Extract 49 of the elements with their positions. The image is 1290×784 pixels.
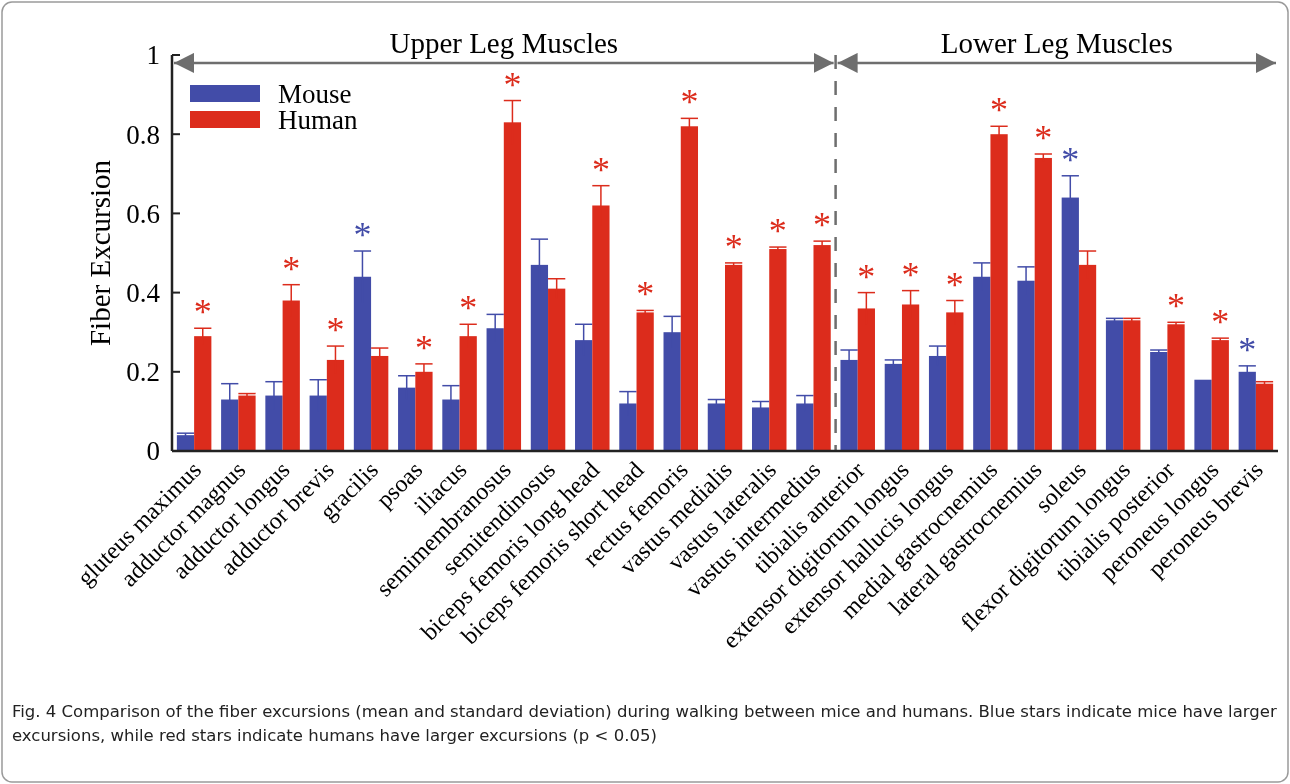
annotation: * — [282, 248, 301, 289]
annotation: * — [353, 215, 372, 256]
bar — [707, 403, 725, 451]
bar — [176, 435, 195, 451]
bar — [1150, 352, 1168, 451]
annotation: * — [768, 211, 787, 252]
annotation: * — [193, 292, 212, 333]
annotation: Upper Leg Muscles — [389, 26, 619, 59]
y-tick-label: 0.6 — [126, 198, 160, 229]
bar — [1105, 320, 1124, 451]
annotation: * — [1211, 302, 1230, 343]
y-tick-label: 0.2 — [126, 357, 160, 388]
y-tick-label: 1 — [146, 40, 160, 71]
bar — [238, 395, 256, 451]
y-tick-label: 0 — [146, 436, 160, 467]
annotation: * — [414, 327, 433, 368]
bar — [769, 249, 787, 451]
annotation: * — [503, 64, 522, 105]
annotation: * — [901, 254, 920, 295]
y-axis-title: Fiber Excursion — [84, 159, 116, 347]
annotation: * — [326, 310, 345, 351]
bar — [1167, 324, 1185, 451]
bar — [1238, 371, 1256, 451]
annotation: * — [1167, 286, 1186, 327]
annotation: * — [724, 226, 743, 267]
annotation: * — [680, 82, 699, 123]
bar — [1194, 379, 1212, 451]
annotation: Lower Leg Muscles — [940, 26, 1173, 59]
annotation: * — [459, 288, 478, 329]
annotation: * — [857, 256, 876, 297]
annotation: * — [1238, 329, 1257, 370]
bar — [813, 245, 831, 451]
bar — [884, 363, 902, 451]
y-tick-label: 0.4 — [126, 278, 161, 309]
bar — [725, 264, 743, 451]
annotation: * — [636, 274, 655, 315]
annotation: * — [945, 264, 964, 305]
annotation: * — [990, 90, 1009, 131]
annotation: * — [591, 149, 610, 190]
annotation: * — [1034, 118, 1053, 158]
y-tick-label: 0.8 — [126, 119, 160, 150]
bar — [1211, 340, 1229, 451]
bar — [636, 312, 654, 451]
annotation: * — [1061, 139, 1080, 180]
caption: Fig. 4 Comparison of the fiber excursions (mean and standard deviation) during walking between mice and humans. Blue stars indicate mice have larger excursions, while red stars indicate humans have larger excursions (p < 0.05) — [12, 701, 1278, 747]
annotation: * — [813, 205, 832, 246]
bar — [1034, 157, 1052, 451]
bar — [1123, 320, 1141, 451]
bar — [1255, 383, 1274, 451]
